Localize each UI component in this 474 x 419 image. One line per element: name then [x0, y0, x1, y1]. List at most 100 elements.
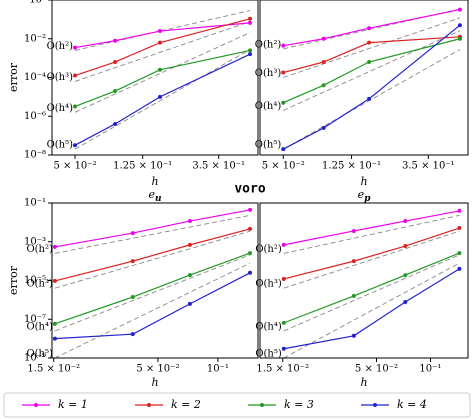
data-point [157, 67, 162, 72]
reference-line [283, 17, 461, 78]
data-point [281, 242, 286, 247]
data-point [281, 147, 286, 152]
legend-marker [373, 403, 377, 407]
x-tick-label: 10⁻¹ [207, 364, 229, 375]
axes-frame [259, 0, 469, 156]
x-tick-label: 1.25 × 10⁻¹ [322, 161, 381, 172]
data-point [187, 273, 192, 278]
legend-label: k = 1 [58, 398, 88, 411]
panel-title: eu [148, 188, 162, 204]
data-point [248, 251, 253, 256]
series-line [283, 8, 461, 47]
series-line [283, 227, 460, 280]
reference-label: O(h²) [255, 244, 282, 255]
data-point [351, 259, 356, 264]
data-point [52, 278, 57, 283]
series-line [283, 252, 460, 324]
x-tick-label: 5 × 10⁻² [355, 364, 398, 375]
reference-line [54, 214, 251, 254]
legend [3, 392, 471, 418]
data-point [351, 333, 356, 338]
data-point [248, 52, 253, 57]
data-point [457, 266, 462, 271]
reference-line [283, 49, 461, 150]
y-tick-label: 10⁻⁸ [24, 150, 46, 161]
data-point [130, 332, 135, 337]
y-axis-label: error [7, 265, 20, 295]
legend-label: k = 2 [171, 398, 201, 411]
x-axis-label: h [151, 376, 158, 389]
reference-label: O(h⁵) [47, 140, 74, 151]
reference-line [74, 49, 251, 150]
data-point [457, 226, 462, 231]
series-line [74, 49, 251, 108]
data-point [403, 299, 408, 304]
x-axis-label: h [360, 175, 367, 188]
plot-area [73, 10, 253, 150]
data-point [113, 38, 118, 43]
series-line [54, 252, 251, 325]
reference-label: O(h²) [255, 39, 282, 50]
x-tick-label: 3.5 × 10⁻¹ [192, 161, 245, 172]
reference-label: O(h⁴) [47, 103, 74, 114]
data-point [321, 60, 326, 65]
reference-label: O(h⁵) [26, 349, 53, 360]
data-point [130, 231, 135, 236]
reference-label: O(h²) [26, 244, 53, 255]
data-point [367, 96, 372, 101]
reference-line [54, 230, 251, 289]
plot-area [281, 7, 462, 152]
data-point [321, 36, 326, 41]
data-point [113, 89, 118, 94]
y-tick-label: 10⁻¹ [24, 198, 46, 209]
title-sub: p [364, 194, 371, 204]
data-point [403, 244, 408, 249]
data-point [248, 48, 253, 53]
y-tick-label: 10⁻³ [24, 236, 46, 247]
reference-label: O(h³) [26, 279, 53, 290]
reference-label: O(h³) [255, 68, 282, 79]
x-axis-label: h [151, 175, 158, 188]
data-point [281, 100, 286, 105]
legend-marker [34, 403, 38, 407]
title-main: e [148, 188, 155, 201]
y-tick-label: 10⁻⁹ [24, 353, 46, 364]
y-tick-label: 10⁻⁶ [24, 111, 46, 122]
data-point [281, 346, 286, 351]
reference-label: O(h³) [255, 279, 282, 290]
data-point [281, 276, 286, 281]
reference-label: O(h⁴) [26, 321, 53, 332]
data-point [457, 36, 462, 41]
x-tick-label: 1.5 × 10⁻² [27, 364, 80, 375]
title-sub: u [155, 194, 162, 204]
series-line [54, 209, 251, 248]
reference-line [283, 8, 461, 50]
legend-marker [147, 403, 151, 407]
data-point [113, 121, 118, 126]
reference-line [74, 32, 251, 113]
data-point [52, 336, 57, 341]
data-point [457, 23, 462, 28]
x-axis-label: h [360, 376, 367, 389]
reference-label: O(h⁴) [255, 101, 282, 112]
data-point [457, 251, 462, 256]
reference-line [54, 262, 251, 358]
data-point [281, 70, 286, 75]
reference-label: O(h⁵) [255, 140, 282, 151]
data-point [248, 226, 253, 231]
series-line [74, 53, 251, 146]
data-point [457, 208, 462, 213]
y-tick-label: 10⁻⁷ [24, 314, 46, 325]
data-point [351, 228, 356, 233]
data-point [73, 45, 78, 50]
data-point [281, 43, 286, 48]
series-line [283, 36, 460, 74]
data-point [248, 20, 253, 25]
series-line [282, 24, 461, 150]
x-tick-label: 5 × 10⁻² [262, 161, 305, 172]
data-point [73, 104, 78, 109]
y-tick-label: 10⁻⁴ [24, 72, 46, 83]
data-point [52, 244, 57, 249]
